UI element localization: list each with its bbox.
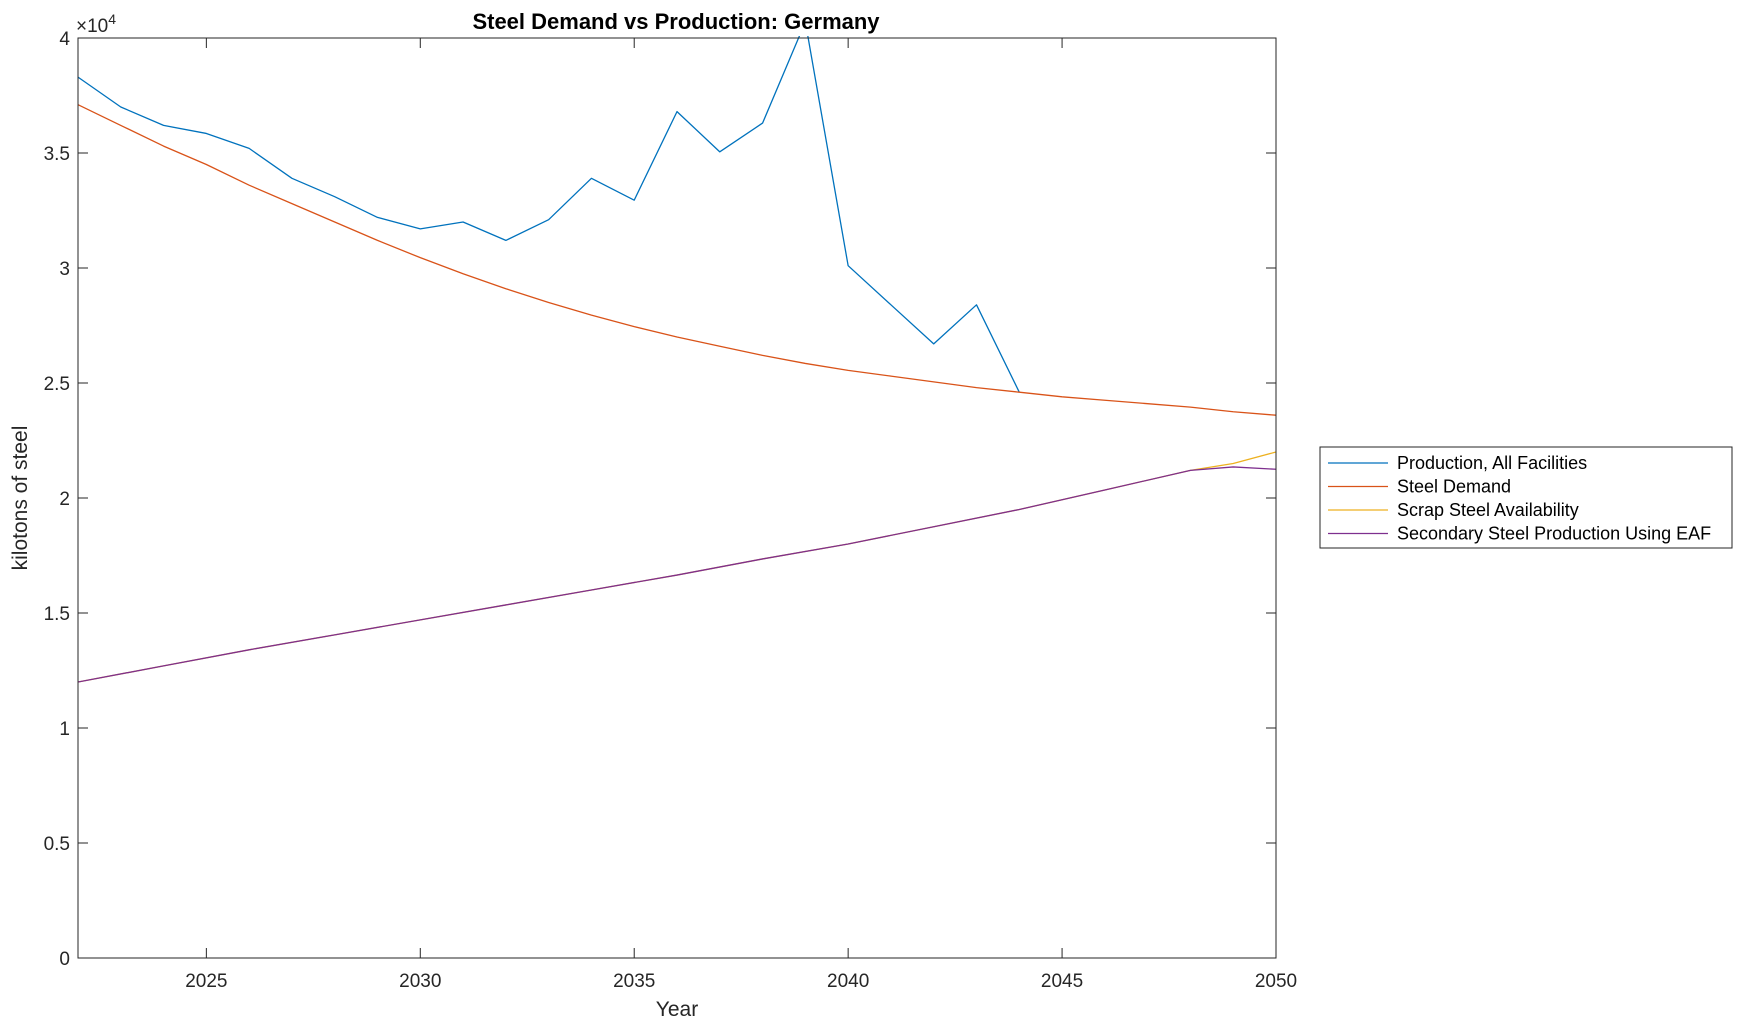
y-axis-label: kilotons of steel	[9, 426, 32, 571]
legend-entry-scrap-steel-availability: Scrap Steel Availability	[1397, 500, 1579, 520]
y-tick-label: 2	[59, 489, 70, 510]
y-exponent-label: ×104	[76, 11, 116, 37]
plot-lines	[78, 36, 1276, 683]
legend-box	[1319, 446, 1733, 549]
x-tick-label: 2030	[399, 971, 441, 992]
y-exponent-base: ×10	[76, 16, 108, 37]
legend-entry-production-all-facilities: Production, All Facilities	[1397, 453, 1587, 473]
x-tick-label: 2025	[185, 971, 227, 992]
x-tick-label: 2035	[613, 971, 655, 992]
series-line-steel-demand	[78, 104, 1276, 416]
plot-area-border	[77, 37, 1277, 959]
y-tick-label: 0	[59, 949, 70, 970]
y-tick-label: 3	[59, 259, 70, 280]
x-tick-label: 2045	[1041, 971, 1083, 992]
series-line-production-all-facilities	[78, 36, 1020, 393]
series-line-scrap-steel-availability	[78, 451, 1276, 683]
series-line-secondary-steel-production-using-eaf	[78, 466, 1276, 683]
y-exponent-power: 4	[108, 11, 116, 27]
x-axis-label: Year	[656, 998, 698, 1021]
chart-title: Steel Demand vs Production: Germany	[472, 9, 880, 34]
y-tick-label: 4	[59, 29, 70, 50]
x-tick-label: 2040	[827, 971, 869, 992]
x-tick-label: 2050	[1255, 971, 1297, 992]
y-tick-label: 1.5	[44, 604, 70, 625]
legend: Production, All Facilities Steel Demand Sc…	[1319, 446, 1733, 549]
y-axis: 0 0.5 1 1.5 2 2.5 3 3.5 4	[44, 29, 1276, 970]
y-tick-label: 1	[59, 719, 70, 740]
legend-entry-steel-demand: Steel Demand	[1397, 477, 1511, 497]
y-tick-label: 0.5	[44, 834, 70, 855]
x-axis: 2025 2030 2035 2040 2045 2050	[185, 38, 1297, 992]
legend-entry-secondary-steel-production-using-eaf: Secondary Steel Production Using EAF	[1397, 524, 1711, 544]
y-tick-label: 2.5	[44, 374, 70, 395]
y-tick-label: 3.5	[44, 144, 70, 165]
